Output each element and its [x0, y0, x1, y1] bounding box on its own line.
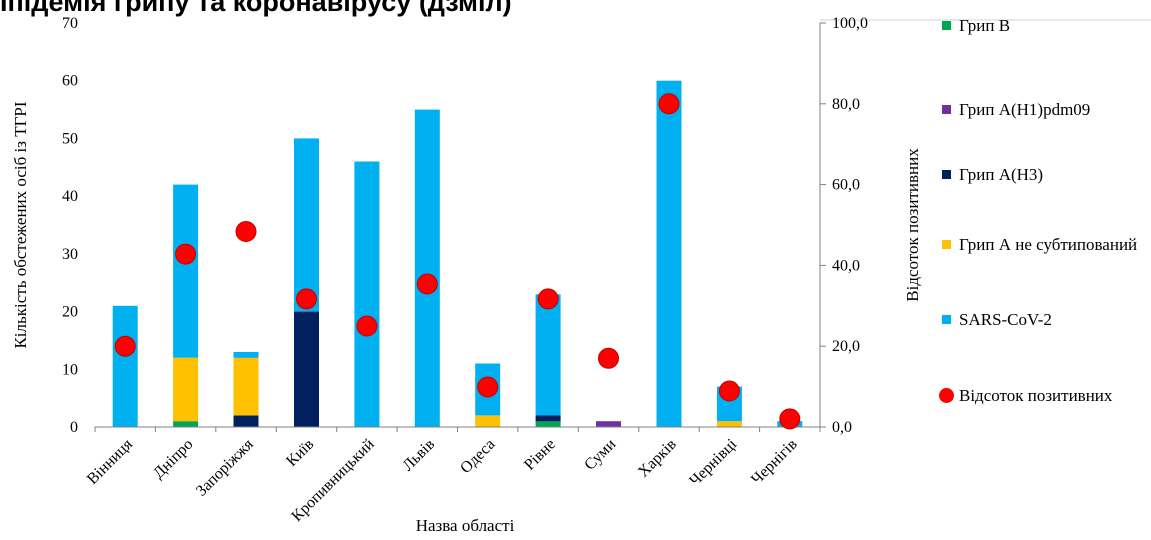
y2-tick-label: 20,0 — [832, 338, 860, 355]
x-tick-label: Чернівці — [686, 435, 740, 489]
y-tick-label: 60 — [62, 73, 78, 90]
y2-tick-label: 40,0 — [832, 257, 860, 274]
x-tick-label: Вінниця — [84, 435, 137, 488]
bar-грип-a-h1-pdm09-суми — [596, 421, 621, 427]
percent-point-харків — [658, 93, 680, 115]
legend-swatch — [942, 21, 951, 30]
bar-sars-cov-2-київ — [294, 138, 319, 312]
legend-label: Грип A(H3) — [959, 165, 1044, 184]
bar-грип-а-не-субтипований-чернівці — [716, 421, 742, 427]
y-tick-label: 0 — [70, 419, 78, 436]
bar-грип-a-h3-запоріжжя — [233, 415, 259, 427]
y2-tick-label: 80,0 — [832, 96, 860, 113]
dots-layer — [114, 93, 801, 430]
x-tick-label: Чернігів — [748, 435, 801, 488]
x-tick-label: Суми — [581, 435, 619, 473]
x-tick-label: Рівне — [521, 436, 559, 474]
bars-layer — [112, 80, 803, 427]
percent-point-рівне — [537, 288, 559, 310]
bar-sars-cov-2-львів — [414, 109, 440, 427]
bar-грип-а-не-субтипований-запоріжжя — [233, 357, 259, 416]
percent-point-суми — [598, 347, 619, 369]
page-title: Іпідемія грипу та коронавірусу (дзміл) — [0, 0, 512, 17]
y-tick-label: 30 — [62, 246, 78, 263]
bar-грип-a-h3-київ — [294, 311, 319, 427]
x-tick-label: Дніпро — [150, 436, 196, 482]
percent-point-чернівці — [718, 380, 740, 402]
x-tick-label: Київ — [283, 435, 317, 469]
percent-point-запоріжжя — [235, 221, 257, 242]
bar-грип-a-h3-рівне — [535, 415, 561, 422]
x-axis-title: Назва області — [416, 516, 515, 535]
y2-tick-label: 100,0 — [832, 15, 868, 32]
y2-axis-title: Відсоток позитивних — [903, 148, 922, 302]
x-tick-label: Одеса — [457, 436, 498, 477]
y-tick-label: 10 — [62, 361, 78, 378]
y-axis-title: Кількість обстежених осіб із ТГРІ — [11, 101, 30, 348]
bar-sars-cov-2-дніпро — [173, 184, 199, 358]
percent-point-львів — [416, 273, 438, 295]
legend-label: Грип A(H1)pdm09 — [959, 100, 1091, 119]
bar-грип-а-не-субтипований-одеса — [475, 415, 501, 427]
percent-point-кропивницький — [356, 315, 378, 337]
legend-label: Грип В — [959, 16, 1011, 35]
percent-point-одеса — [477, 376, 499, 398]
x-tick-label: Запоріжжя — [193, 435, 257, 499]
y-tick-label: 40 — [62, 188, 78, 205]
legend-swatch — [942, 315, 951, 324]
x-tick-label: Львів — [399, 435, 438, 474]
legend-dot-marker — [939, 388, 954, 403]
bar-грип-в-дніпро — [173, 421, 199, 427]
bar-sars-cov-2-запоріжжя — [233, 352, 259, 358]
legend-swatch — [942, 170, 951, 179]
y2-tick-label: 60,0 — [832, 177, 860, 194]
percent-point-вінниця — [114, 335, 136, 357]
legend-label: SARS-CoV-2 — [959, 310, 1052, 329]
bar-sars-cov-2-рівне — [535, 294, 561, 416]
legend-swatch — [942, 105, 951, 114]
legend-label: Грип А не субтипований — [959, 235, 1138, 254]
percent-point-дніпро — [175, 243, 197, 265]
percent-point-київ — [296, 288, 317, 310]
y-tick-label: 20 — [62, 304, 78, 321]
labels-layer: 0 10 20 30 40 50 60 70 0,0 20,0 40,0 60,0 80,0 100,0 В… — [11, 15, 922, 535]
bar-sars-cov-2-харків — [656, 80, 682, 427]
x-tick-label: Харків — [635, 435, 680, 480]
bar-sars-cov-2-кропивницький — [354, 161, 380, 427]
bar-грип-в-рівне — [535, 421, 561, 427]
legend-label: Відсоток позитивних — [959, 386, 1113, 405]
y-tick-label: 50 — [62, 130, 78, 147]
percent-point-чернігів — [779, 408, 801, 430]
y2-tick-label: 0,0 — [832, 419, 852, 436]
bar-sars-cov-2-вінниця — [112, 305, 138, 427]
y-tick-label: 70 — [62, 15, 78, 32]
bar-грип-а-не-субтипований-дніпро — [173, 357, 199, 422]
axes-layer — [94, 19, 1151, 432]
legend-swatch — [942, 240, 951, 249]
